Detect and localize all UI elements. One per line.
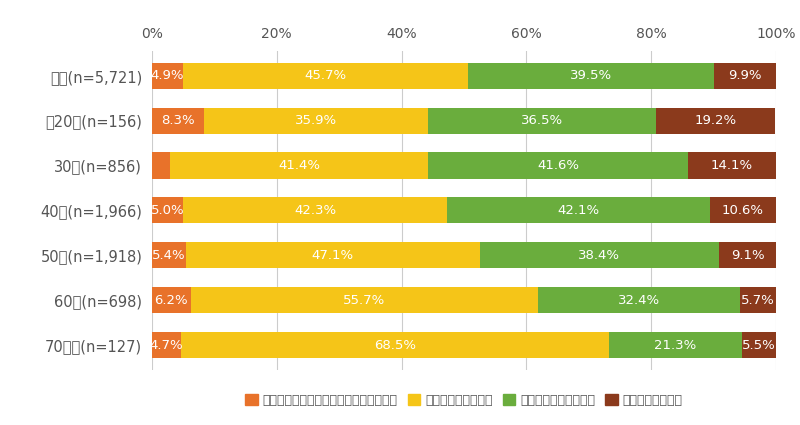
Text: 41.6%: 41.6% <box>538 159 579 172</box>
Bar <box>152 153 170 178</box>
Bar <box>714 62 776 89</box>
Bar <box>741 287 776 313</box>
Bar <box>152 62 182 89</box>
Text: 35.9%: 35.9% <box>294 114 337 127</box>
Bar <box>688 153 776 178</box>
Text: 38.4%: 38.4% <box>578 249 621 262</box>
Bar <box>190 287 538 313</box>
Text: 32.4%: 32.4% <box>618 294 661 307</box>
Text: 19.2%: 19.2% <box>694 114 737 127</box>
Legend: かなり詳しく知っている（説明できる）, ある程度知っている, なんとなく知っている, まったく知らない: かなり詳しく知っている（説明できる）, ある程度知っている, なんとなく知ってい… <box>240 389 688 412</box>
Text: 5.7%: 5.7% <box>742 294 775 307</box>
Bar <box>152 332 182 358</box>
Bar <box>182 332 609 358</box>
Bar <box>429 153 688 178</box>
Text: 42.3%: 42.3% <box>294 204 336 217</box>
Bar <box>152 242 186 268</box>
Text: 45.7%: 45.7% <box>304 69 346 82</box>
Bar <box>710 197 776 224</box>
Bar <box>468 62 714 89</box>
Text: 55.7%: 55.7% <box>343 294 386 307</box>
Text: 4.7%: 4.7% <box>150 339 183 351</box>
Bar <box>719 242 776 268</box>
Text: 47.1%: 47.1% <box>311 249 354 262</box>
Bar <box>742 332 776 358</box>
Bar <box>170 153 429 178</box>
Text: 14.1%: 14.1% <box>711 159 753 172</box>
Bar <box>183 197 447 224</box>
Text: 9.1%: 9.1% <box>730 249 765 262</box>
Text: 4.9%: 4.9% <box>150 69 184 82</box>
Bar <box>186 242 480 268</box>
Text: 42.1%: 42.1% <box>558 204 599 217</box>
Text: 10.6%: 10.6% <box>722 204 764 217</box>
Text: 36.5%: 36.5% <box>521 114 562 127</box>
Text: 39.5%: 39.5% <box>570 69 612 82</box>
Bar <box>609 332 742 358</box>
Text: 6.2%: 6.2% <box>154 294 188 307</box>
Bar <box>655 108 775 133</box>
Text: 9.9%: 9.9% <box>728 69 762 82</box>
Bar <box>152 197 183 224</box>
Bar <box>152 287 190 313</box>
Text: 21.3%: 21.3% <box>654 339 696 351</box>
Text: 5.5%: 5.5% <box>742 339 776 351</box>
Bar <box>152 108 204 133</box>
Bar <box>480 242 719 268</box>
Bar <box>204 108 428 133</box>
Bar <box>428 108 655 133</box>
Bar <box>182 62 468 89</box>
Bar <box>538 287 741 313</box>
Bar <box>447 197 710 224</box>
Text: 8.3%: 8.3% <box>161 114 194 127</box>
Text: 68.5%: 68.5% <box>374 339 416 351</box>
Text: 5.0%: 5.0% <box>150 204 185 217</box>
Text: 41.4%: 41.4% <box>278 159 320 172</box>
Text: 5.4%: 5.4% <box>152 249 186 262</box>
